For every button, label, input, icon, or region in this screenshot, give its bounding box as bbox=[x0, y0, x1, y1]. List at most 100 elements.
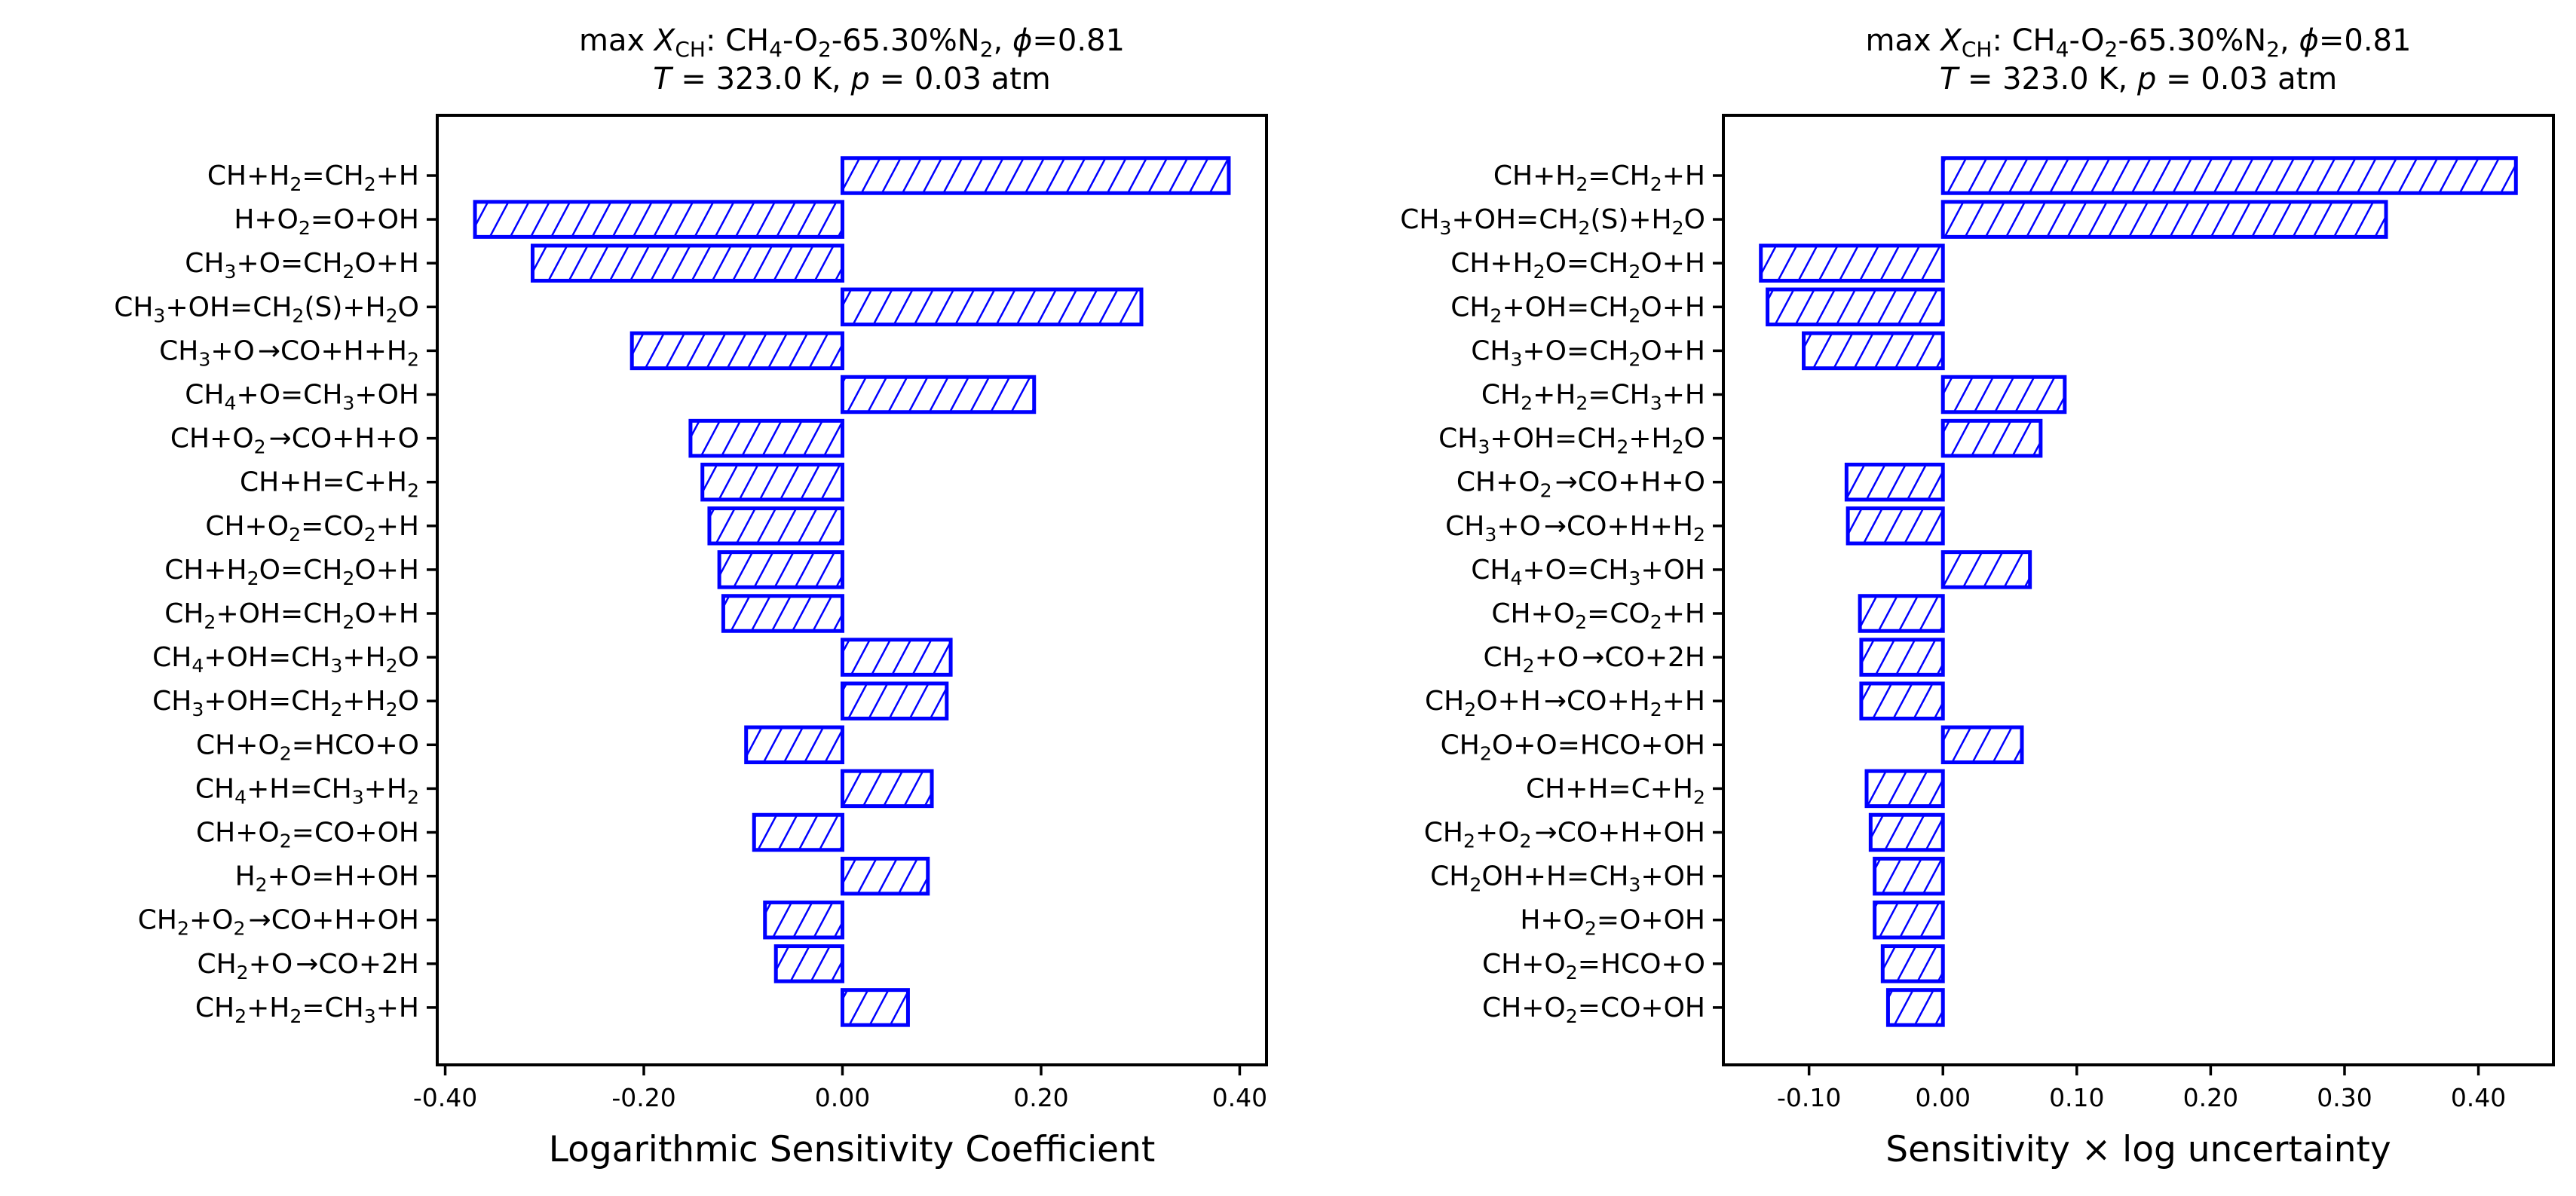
bar bbox=[840, 769, 934, 809]
bar bbox=[473, 200, 844, 239]
y-tick-label: CH+H2O=CH2O+H bbox=[164, 555, 419, 589]
y-tick-label: CH3+OH=CH2+H2O bbox=[152, 686, 419, 720]
bar bbox=[1940, 550, 2032, 589]
bar bbox=[840, 156, 1231, 195]
bar bbox=[1859, 638, 1945, 677]
y-tick-label: CH+O2=HCO+O bbox=[196, 730, 419, 764]
bar bbox=[1940, 375, 2067, 414]
bar bbox=[840, 856, 930, 896]
bar bbox=[1873, 900, 1945, 940]
x-tick-label: 0.10 bbox=[2049, 1083, 2104, 1112]
bar bbox=[1858, 594, 1945, 633]
left-chart-panel: CH+H2=CH2+H H+O2=O+OH CH3+O=CH2O+H CH3+OH=C… bbox=[114, 23, 1268, 1170]
y-tick-label: CH2+OH=CH2O+H bbox=[164, 598, 419, 633]
bar bbox=[530, 243, 844, 283]
bar bbox=[840, 375, 1037, 414]
chart-title-line2: T = 323.0 K, p = 0.03 atm bbox=[653, 62, 1051, 96]
y-tick-label: CH2OH+H=CH3+OH bbox=[1430, 861, 1705, 896]
y-tick-label: CH3+O=CH2O+H bbox=[1471, 335, 1705, 370]
y-tick-label: H+O2=O+OH bbox=[234, 204, 419, 239]
y-tick-label: CH+O2=CO+OH bbox=[196, 818, 419, 852]
y-tick-label: H+O2=O+OH bbox=[1520, 905, 1705, 940]
y-tick-label: CH3+OH=CH2(S)+H2O bbox=[114, 292, 419, 326]
y-tick-label: CH2+O2 →CO+H+OH bbox=[1424, 818, 1705, 852]
y-tick-label: CH4+OH=CH3+H2O bbox=[152, 642, 419, 677]
bar bbox=[744, 725, 844, 765]
x-tick-label: -0.20 bbox=[611, 1083, 675, 1112]
axes-frame bbox=[436, 114, 1268, 1066]
bar bbox=[688, 418, 844, 458]
bar bbox=[700, 462, 844, 502]
x-tick-label: 0.20 bbox=[2183, 1083, 2238, 1112]
y-tick-label: CH+O2=HCO+O bbox=[1482, 949, 1705, 983]
y-tick-label: CH+H=C+H2 bbox=[1526, 773, 1705, 808]
bar bbox=[1766, 287, 1945, 327]
bar bbox=[1844, 462, 1945, 502]
bar bbox=[773, 944, 844, 983]
x-tick-label: 0.40 bbox=[1212, 1083, 1267, 1112]
x-tick-label: -0.40 bbox=[413, 1083, 477, 1112]
bar bbox=[717, 550, 844, 589]
bar bbox=[1880, 944, 1945, 983]
y-tick-label: CH+O2=CO2+H bbox=[1491, 598, 1705, 633]
chart-title-line1: max XCH: CH4-O2-65.30%N2, ϕ=0.81 bbox=[579, 23, 1125, 62]
y-tick-label: CH2+H2=CH3+H bbox=[1481, 380, 1705, 414]
y-tick-label: CH3+O →CO+H+H2 bbox=[159, 335, 419, 370]
right-chart-panel: CH+H2=CH2+H CH3+OH=CH2(S)+H2O CH+H2O=CH2O+… bbox=[1400, 23, 2555, 1170]
bar bbox=[1873, 856, 1945, 896]
bar bbox=[1940, 418, 2043, 458]
bar bbox=[840, 287, 1144, 327]
bar bbox=[840, 638, 953, 677]
bar bbox=[1940, 156, 2518, 195]
bar bbox=[1759, 243, 1945, 283]
x-axis-label: Logarithmic Sensitivity Coefficient bbox=[549, 1129, 1156, 1170]
axes-frame bbox=[1722, 114, 2555, 1066]
x-tick-label: 0.30 bbox=[2317, 1083, 2372, 1112]
bar bbox=[752, 812, 844, 852]
y-tick-label: CH4+H=CH3+H2 bbox=[195, 773, 419, 808]
bar bbox=[1864, 769, 1945, 809]
bar bbox=[721, 594, 844, 633]
chart-title-line2: T = 323.0 K, p = 0.03 atm bbox=[1940, 62, 2338, 96]
bar bbox=[763, 900, 844, 940]
bar bbox=[1845, 506, 1945, 546]
bar bbox=[1940, 200, 2388, 239]
y-tick-label: CH2+O →CO+2H bbox=[197, 949, 419, 983]
x-tick-label: 0.00 bbox=[1915, 1083, 1970, 1112]
bar bbox=[840, 681, 949, 720]
y-tick-label: CH+O2 →CO+H+O bbox=[170, 424, 419, 458]
x-tick-label: -0.10 bbox=[1777, 1083, 1841, 1112]
y-tick-label: CH2+OH=CH2O+H bbox=[1450, 292, 1705, 326]
x-tick-label: 0.20 bbox=[1013, 1083, 1068, 1112]
bar bbox=[629, 331, 844, 371]
y-tick-label: CH2O+H →CO+H2+H bbox=[1425, 686, 1705, 720]
y-tick-label: CH+H2=CH2+H bbox=[1493, 161, 1705, 195]
y-tick-label: CH+O2=CO2+H bbox=[205, 511, 419, 546]
y-tick-label: CH4+O=CH3+OH bbox=[185, 380, 419, 414]
x-tick-label: 0.40 bbox=[2451, 1083, 2506, 1112]
chart-title-line1: max XCH: CH4-O2-65.30%N2, ϕ=0.81 bbox=[1866, 23, 2412, 62]
y-tick-label: H2+O=H+OH bbox=[235, 861, 419, 896]
y-tick-label: CH2O+O=HCO+OH bbox=[1441, 730, 1705, 764]
bar bbox=[707, 506, 844, 546]
x-tick-label: 0.00 bbox=[815, 1083, 870, 1112]
bar bbox=[1885, 988, 1945, 1027]
y-tick-label: CH+H2=CH2+H bbox=[207, 161, 419, 195]
y-tick-label: CH+H=C+H2 bbox=[240, 467, 419, 502]
y-tick-label: CH+O2=CO+OH bbox=[1482, 993, 1705, 1027]
y-tick-label: CH3+OH=CH2(S)+H2O bbox=[1400, 204, 1705, 239]
y-tick-label: CH3+O →CO+H+H2 bbox=[1445, 511, 1705, 546]
y-tick-label: CH+O2 →CO+H+O bbox=[1456, 467, 1705, 502]
y-tick-label: CH2+H2=CH3+H bbox=[195, 993, 419, 1027]
bar bbox=[1940, 725, 2024, 765]
y-tick-label: CH3+O=CH2O+H bbox=[185, 248, 419, 283]
bar bbox=[1802, 331, 1945, 371]
y-tick-label: CH3+OH=CH2+H2O bbox=[1438, 424, 1705, 458]
y-tick-label: CH2+O →CO+2H bbox=[1483, 642, 1705, 677]
y-tick-label: CH2+O2 →CO+H+OH bbox=[138, 905, 419, 940]
bar bbox=[1868, 812, 1945, 852]
y-tick-label: CH+H2O=CH2O+H bbox=[1450, 248, 1705, 283]
y-tick-label: CH4+O=CH3+OH bbox=[1471, 555, 1705, 589]
x-axis-label: Sensitivity × log uncertainty bbox=[1885, 1129, 2391, 1170]
